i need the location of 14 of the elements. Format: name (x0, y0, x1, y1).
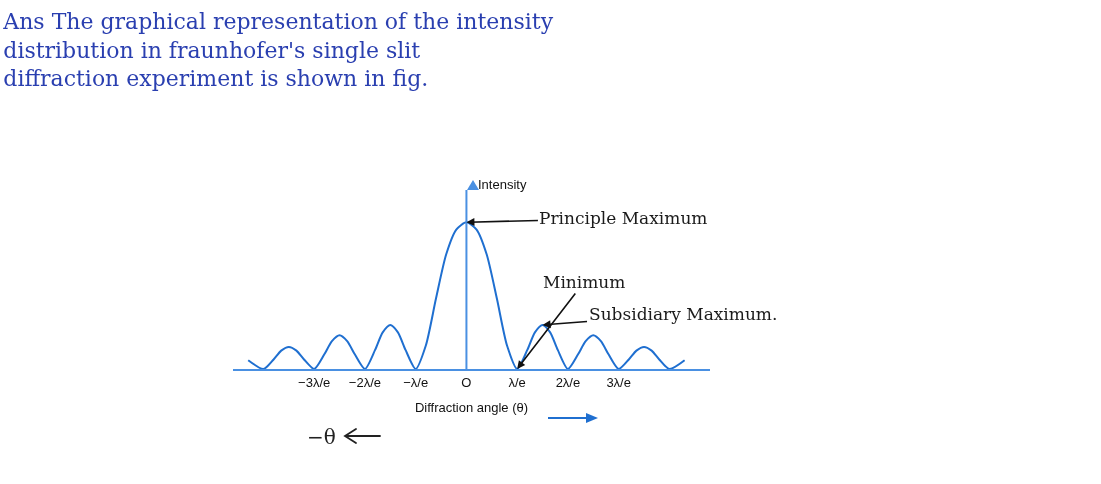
annotation: Minimum (543, 272, 626, 292)
x-tick-label: −3λ/e (298, 374, 331, 390)
y-axis-title: Intensity (478, 177, 527, 192)
x-tick-label: O (461, 374, 472, 390)
x-tick-label: 2λ/e (555, 374, 581, 390)
x-axis-title: Diffraction angle (θ) (414, 399, 529, 415)
text: −θ (307, 425, 336, 449)
x-tick-label: λ/e (508, 374, 526, 390)
annotation: Subsidiary Maximum. (589, 304, 778, 324)
chart-title: Ans The graphical representation of the intensity distribution in fraunhofer's single slit diffraction experiment is shown in fig. (2, 9, 554, 92)
x-tick-label: −2λ/e (348, 374, 382, 390)
x-tick-label: −λ/e (403, 374, 429, 390)
x-tick-label: 3λ/e (606, 374, 631, 390)
annotation: Principle Maximum (539, 208, 708, 228)
